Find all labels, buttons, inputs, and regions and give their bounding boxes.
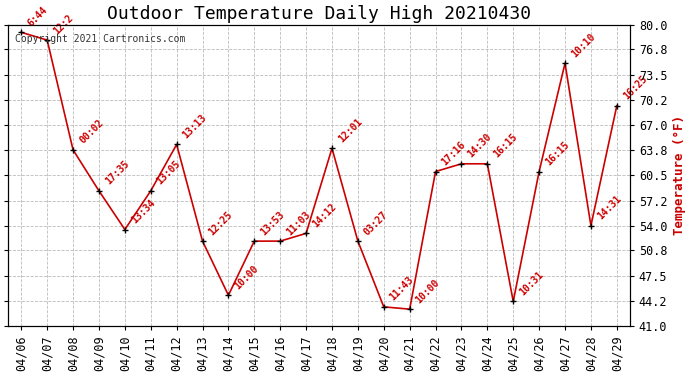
- Text: 10:00: 10:00: [233, 263, 260, 291]
- Y-axis label: Temperature (°F): Temperature (°F): [673, 116, 686, 236]
- Text: 10:10: 10:10: [569, 31, 597, 59]
- Text: 10:00: 10:00: [414, 277, 442, 305]
- Text: 03:27: 03:27: [362, 209, 390, 237]
- Title: Outdoor Temperature Daily High 20210430: Outdoor Temperature Daily High 20210430: [107, 5, 531, 23]
- Text: 10:31: 10:31: [518, 269, 545, 297]
- Text: 12:2: 12:2: [51, 12, 75, 36]
- Text: 14:31: 14:31: [595, 194, 623, 222]
- Text: 6:44: 6:44: [26, 4, 49, 28]
- Text: 11:43: 11:43: [388, 275, 416, 303]
- Text: 17:35: 17:35: [103, 159, 131, 187]
- Text: Copyright 2021 Cartronics.com: Copyright 2021 Cartronics.com: [14, 34, 185, 44]
- Text: 16:15: 16:15: [543, 140, 571, 167]
- Text: 11:03: 11:03: [284, 209, 312, 237]
- Text: 14:30: 14:30: [466, 132, 493, 160]
- Text: 13:53: 13:53: [259, 209, 286, 237]
- Text: 12:01: 12:01: [336, 116, 364, 144]
- Text: 00:02: 00:02: [77, 118, 105, 146]
- Text: 13:05: 13:05: [155, 159, 183, 187]
- Text: 13:34: 13:34: [129, 198, 157, 225]
- Text: 12:25: 12:25: [207, 209, 235, 237]
- Text: 16:15: 16:15: [491, 132, 520, 160]
- Text: 13:13: 13:13: [181, 112, 208, 140]
- Text: 14:12: 14:12: [310, 201, 338, 229]
- Text: 16:25: 16:25: [621, 74, 649, 102]
- Text: 17:16: 17:16: [440, 140, 468, 167]
